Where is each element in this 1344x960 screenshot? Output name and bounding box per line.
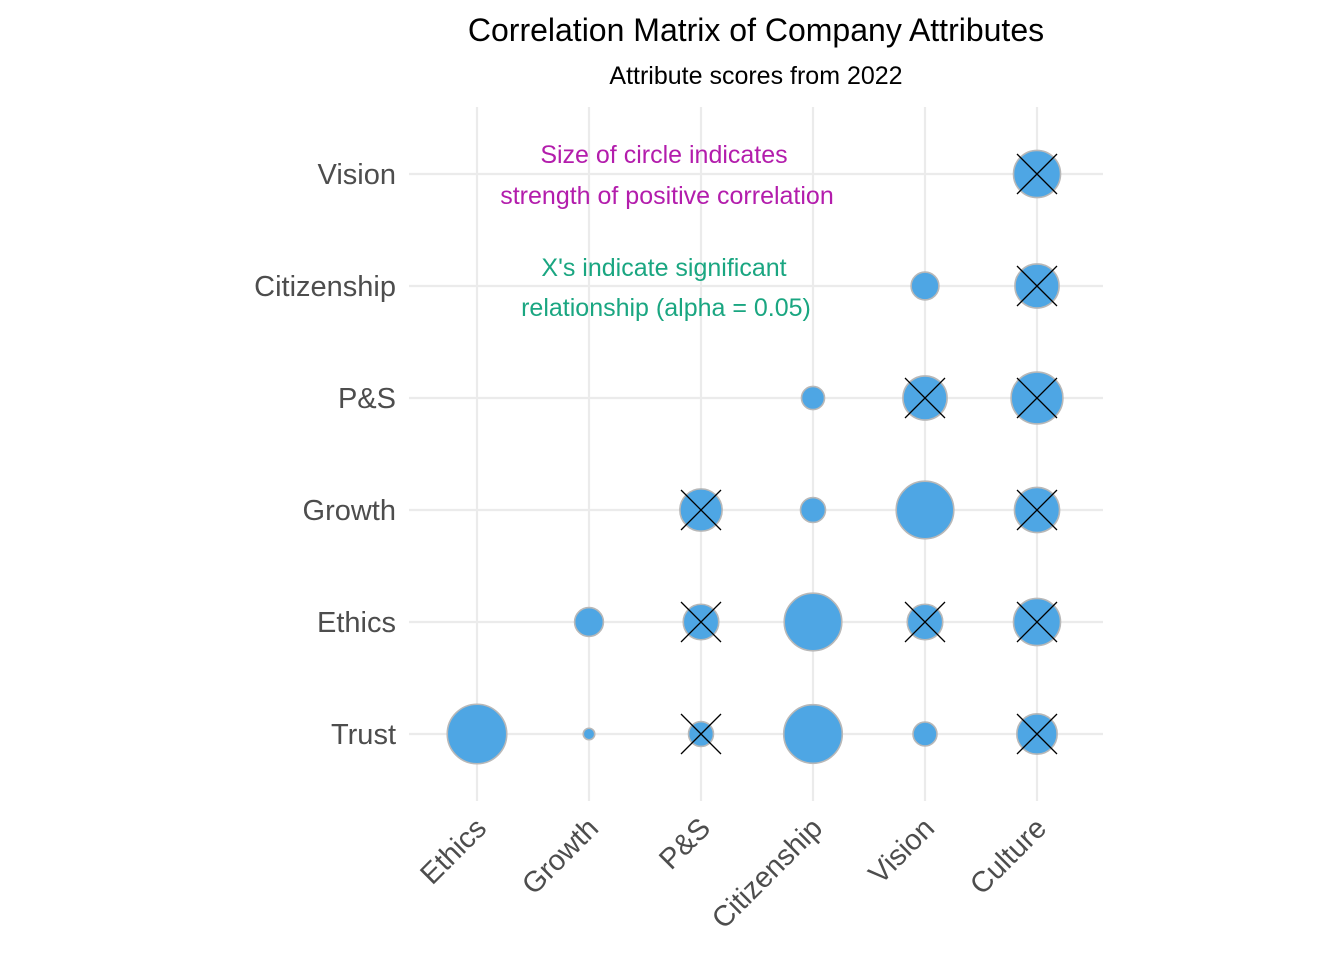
- point-citizenship-trust: [782, 703, 844, 765]
- point-circle: [573, 606, 605, 638]
- point-culture-trust: [1016, 713, 1058, 755]
- x-tick-citizenship: Citizenship: [706, 812, 829, 935]
- point-pands-growth: [679, 488, 723, 532]
- y-axis-ticks: Trust Ethics Growth P&S Citizenship Vision: [254, 159, 396, 751]
- point-circle: [910, 271, 940, 301]
- point-vision-growth: [895, 480, 955, 540]
- significance-cross: [1016, 377, 1058, 419]
- point-culture-pands: [1010, 371, 1064, 425]
- significance-cross: [1016, 265, 1058, 307]
- significance-cross: [1016, 601, 1058, 643]
- y-tick-ethics: Ethics: [317, 607, 396, 639]
- y-tick-growth: Growth: [303, 495, 396, 527]
- x-tick-ethics: Ethics: [414, 812, 492, 890]
- point-vision-trust: [912, 721, 938, 747]
- point-growth-trust: [582, 727, 596, 741]
- x-tick-growth: Growth: [516, 812, 605, 901]
- points: [446, 149, 1064, 765]
- y-tick-trust: Trust: [331, 719, 396, 751]
- significance-cross: [1016, 713, 1058, 755]
- point-pands-trust: [680, 713, 722, 755]
- significance-cross: [904, 601, 946, 643]
- point-circle: [799, 496, 827, 524]
- point-circle: [912, 721, 938, 747]
- point-culture-citizenship: [1014, 263, 1060, 309]
- significance-cross: [680, 713, 722, 755]
- significance-cross: [680, 601, 722, 643]
- annotation-significance-line-1: X's indicate significant: [541, 254, 786, 282]
- point-culture-growth: [1013, 486, 1061, 534]
- point-culture-vision: [1012, 149, 1062, 199]
- x-tick-pands: P&S: [653, 812, 717, 876]
- point-circle: [782, 703, 844, 765]
- point-citizenship-pands: [800, 385, 826, 411]
- annotation-size-line-2: strength of positive correlation: [500, 182, 834, 210]
- point-pands-ethics: [680, 601, 722, 643]
- x-tick-culture: Culture: [964, 812, 1053, 901]
- significance-cross: [680, 489, 722, 531]
- annotation-significance-line-2: relationship (alpha = 0.05): [521, 294, 811, 322]
- point-vision-citizenship: [910, 271, 940, 301]
- significance-cross: [904, 377, 946, 419]
- point-citizenship-ethics: [783, 592, 843, 652]
- point-circle: [446, 703, 508, 765]
- point-circle: [783, 592, 843, 652]
- point-circle: [582, 727, 596, 741]
- y-tick-vision: Vision: [318, 159, 396, 191]
- point-citizenship-growth: [799, 496, 827, 524]
- annotation-size-note: Size of circle indicates strength of pos…: [500, 141, 834, 210]
- grid-lines: [409, 107, 1103, 801]
- significance-cross: [1016, 489, 1058, 531]
- x-tick-vision: Vision: [863, 812, 941, 890]
- point-culture-ethics: [1012, 597, 1062, 647]
- chart-title: Correlation Matrix of Company Attributes: [468, 12, 1044, 48]
- annotation-significance-note: X's indicate significant relationship (a…: [521, 254, 811, 322]
- y-tick-pands: P&S: [338, 383, 396, 415]
- chart-subtitle: Attribute scores from 2022: [609, 62, 902, 90]
- point-growth-ethics: [573, 606, 605, 638]
- significance-cross: [1016, 153, 1058, 195]
- point-circle: [800, 385, 826, 411]
- point-vision-ethics: [904, 601, 946, 643]
- point-circle: [895, 480, 955, 540]
- point-ethics-trust: [446, 703, 508, 765]
- y-tick-citizenship: Citizenship: [254, 271, 396, 303]
- point-vision-pands: [902, 375, 948, 421]
- annotation-size-line-1: Size of circle indicates: [540, 141, 787, 169]
